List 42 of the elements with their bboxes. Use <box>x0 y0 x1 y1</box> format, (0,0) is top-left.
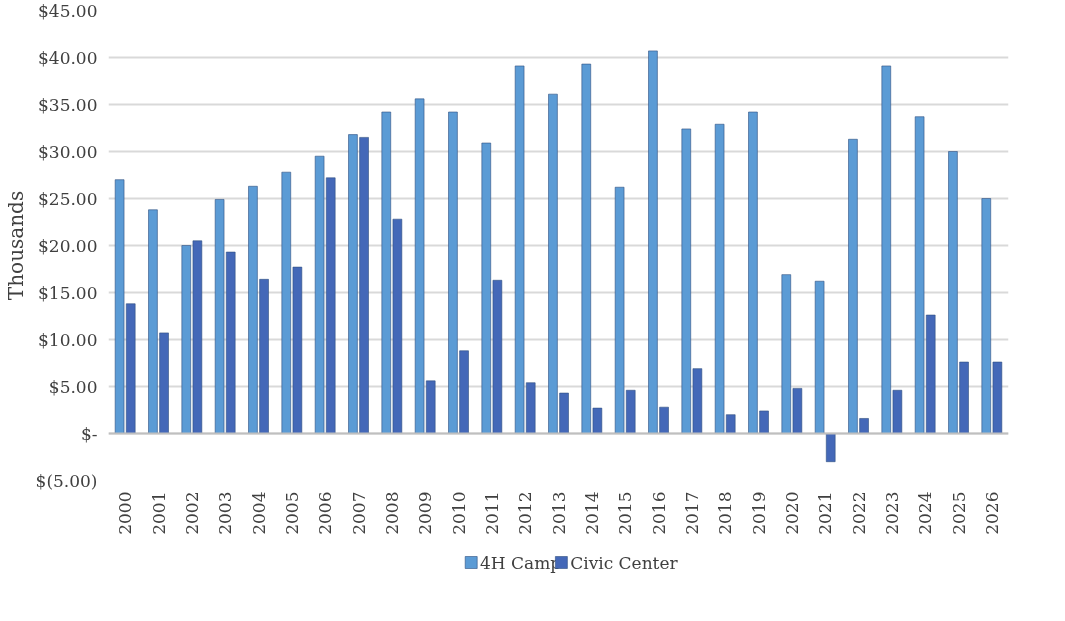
x-tick-label: 2002 <box>181 491 202 535</box>
y-tick-label: $- <box>80 423 98 444</box>
x-tick-label: 2005 <box>281 491 302 535</box>
y-tick-label: $40.00 <box>38 47 98 68</box>
x-tick-label: 2025 <box>948 491 969 535</box>
x-tick-label: 2014 <box>581 491 602 535</box>
x-tick-label: 2010 <box>448 491 469 535</box>
legend-label: Civic Center <box>570 552 679 573</box>
x-tick-label: 2016 <box>648 491 669 535</box>
x-tick-label: 2004 <box>248 491 269 535</box>
x-tick-label: 2000 <box>115 491 136 535</box>
x-tick-label: 2003 <box>215 491 236 535</box>
x-tick-label: 2006 <box>315 491 336 535</box>
y-tick-label: $45.00 <box>38 0 98 21</box>
x-tick-label: 2022 <box>848 491 869 535</box>
x-tick-label: 2001 <box>148 491 169 535</box>
bar <box>825 433 836 462</box>
x-tick-label: 2007 <box>348 491 369 535</box>
x-tick-label: 2017 <box>681 491 702 535</box>
x-tick-label: 2024 <box>915 491 936 535</box>
y-axis-title: Thousands <box>3 190 28 301</box>
y-tick-label: $10.00 <box>38 329 98 350</box>
x-tick-label: 2019 <box>748 491 769 535</box>
x-tick-label: 2015 <box>615 491 636 535</box>
bar <box>814 280 825 434</box>
x-tick-label: 2023 <box>881 491 902 535</box>
x-tick-label: 2026 <box>981 491 1002 535</box>
y-tick-label: $25.00 <box>38 188 98 209</box>
x-tick-label: 2020 <box>781 491 802 535</box>
x-tick-label: 2021 <box>815 491 836 535</box>
x-tick-label: 2018 <box>715 491 736 535</box>
x-tick-label: 2008 <box>381 491 402 535</box>
x-tick-label: 2012 <box>515 491 536 535</box>
y-tick-label: $20.00 <box>38 235 98 256</box>
y-tick-label: $(5.00) <box>35 470 98 491</box>
y-tick-label: $5.00 <box>48 376 98 397</box>
y-tick-label: $30.00 <box>38 141 98 162</box>
y-tick-label: $15.00 <box>38 282 98 303</box>
x-tick-label: 2009 <box>415 491 436 535</box>
y-tick-label: $35.00 <box>38 94 98 115</box>
x-tick-label: 2013 <box>548 491 569 535</box>
x-tick-label: 2011 <box>481 491 502 535</box>
